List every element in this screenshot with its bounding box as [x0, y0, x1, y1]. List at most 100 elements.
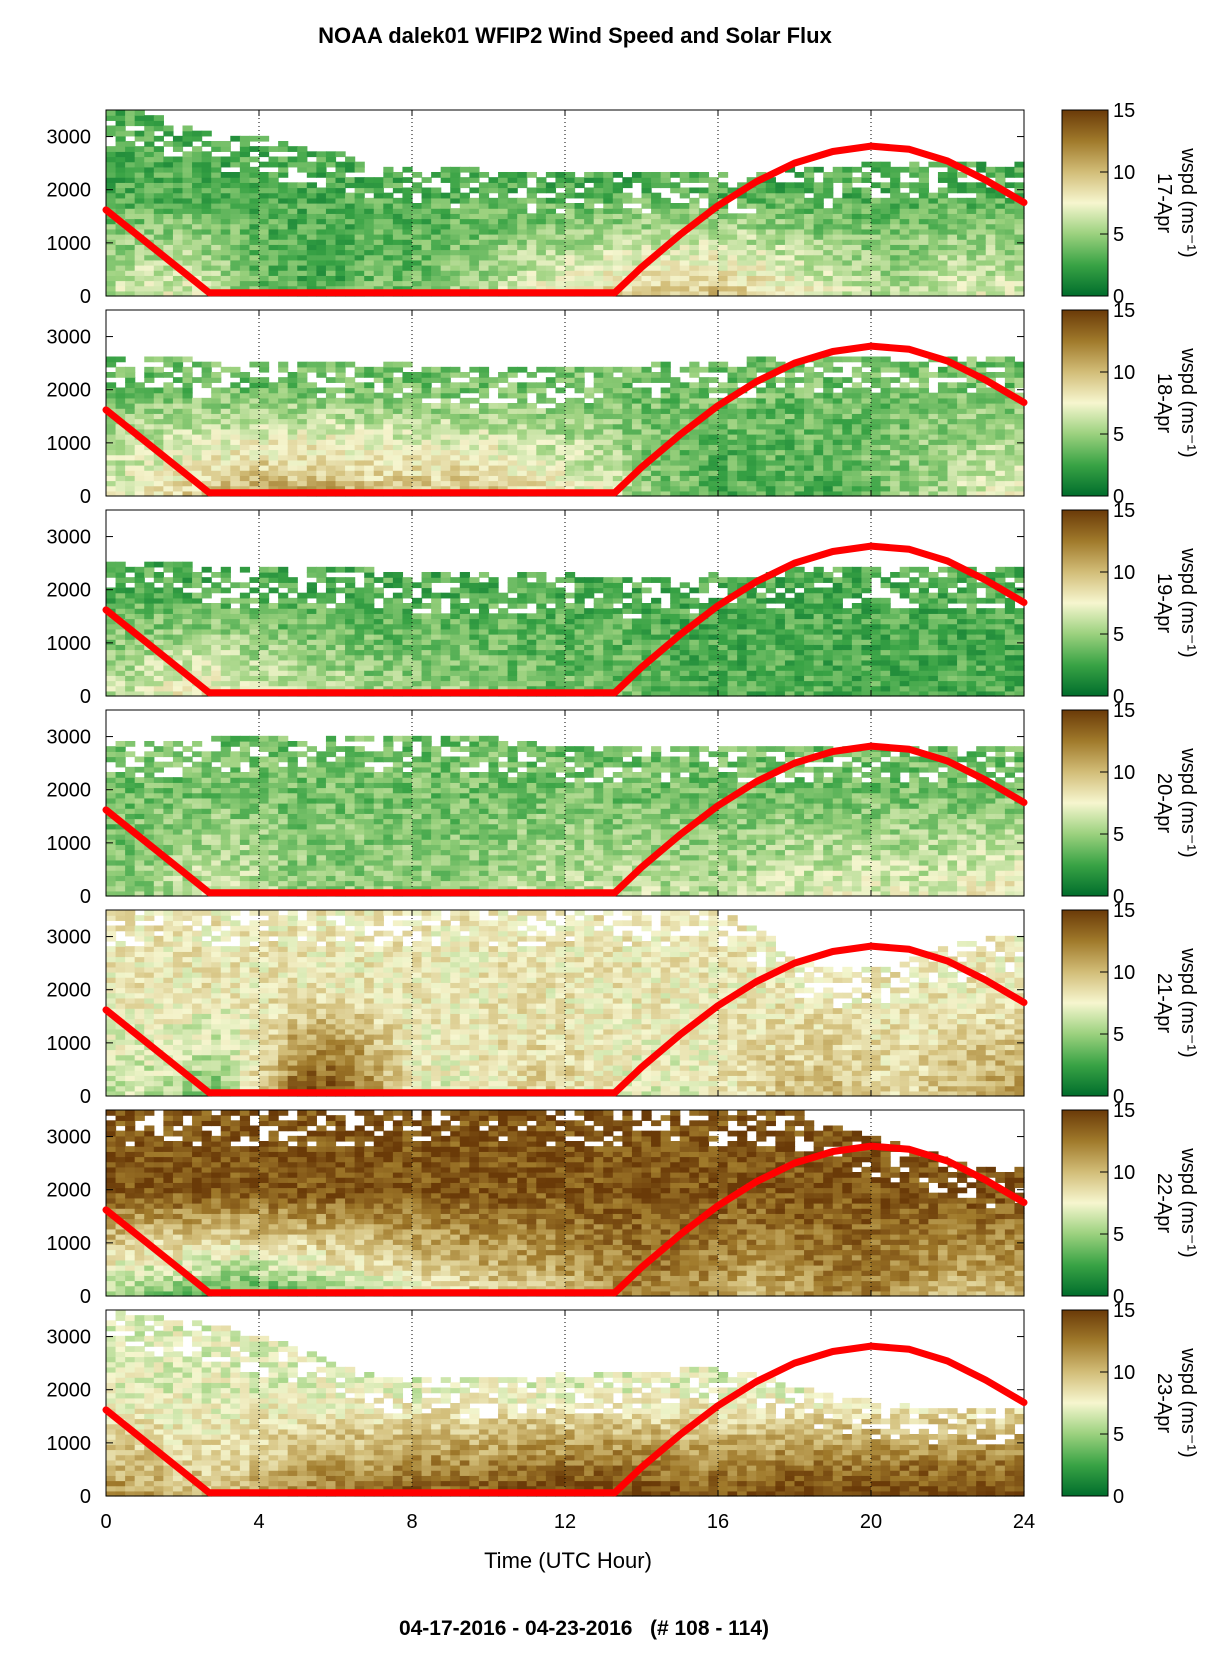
heatmap-cell	[153, 156, 164, 163]
heatmap-cell	[316, 249, 327, 256]
heatmap-cell	[851, 366, 863, 373]
heatmap-cell	[402, 459, 413, 466]
heatmap-cell	[364, 444, 375, 451]
heatmap-cell	[746, 192, 757, 199]
heatmap-cell	[498, 218, 509, 225]
heatmap-cell	[526, 239, 537, 245]
heatmap-cell	[670, 259, 681, 266]
heatmap-cell	[316, 285, 327, 292]
heatmap-cell	[297, 254, 308, 261]
heatmap-cell	[249, 254, 260, 261]
heatmap-cell	[153, 387, 164, 394]
heatmap-cell	[440, 213, 451, 220]
heatmap-cell	[976, 439, 987, 445]
colorbar-label-group: wspd (ms⁻¹)18-Apr	[1153, 347, 1199, 457]
heatmap-cell	[660, 203, 671, 209]
heatmap-cell	[918, 475, 929, 482]
heatmap-cell	[708, 439, 719, 445]
heatmap-cell	[459, 408, 470, 414]
heatmap-cell	[794, 397, 805, 404]
heatmap-cell	[134, 156, 145, 163]
heatmap-cell	[536, 475, 547, 482]
heatmap-cell	[708, 213, 719, 220]
heatmap-cell	[345, 275, 356, 282]
heatmap-cell	[670, 465, 681, 471]
heatmap-cell	[421, 285, 432, 292]
heatmap-cell	[603, 434, 614, 440]
heatmap-cell	[163, 361, 174, 368]
heatmap-cell	[211, 187, 222, 194]
heatmap-cell	[928, 418, 939, 425]
heatmap-cell	[192, 449, 203, 456]
heatmap-cell	[517, 439, 528, 445]
heatmap-cell	[890, 228, 901, 235]
heatmap-cell	[727, 485, 738, 492]
heatmap-cell	[1004, 475, 1016, 482]
heatmap-cell	[192, 459, 203, 466]
heatmap-cell	[660, 470, 671, 476]
heatmap-cell	[498, 265, 509, 271]
heatmap-cell	[249, 377, 260, 383]
heatmap-cell	[469, 465, 480, 471]
heatmap-cell	[115, 259, 126, 266]
heatmap-cell	[651, 182, 662, 189]
heatmap-cell	[851, 397, 863, 404]
heatmap-cell	[297, 366, 308, 373]
heatmap-cell	[909, 392, 920, 399]
heatmap-cell	[211, 413, 222, 420]
heatmap-cell	[316, 192, 327, 199]
heatmap-cell	[737, 290, 748, 297]
heatmap-cell	[450, 465, 461, 471]
heatmap-cell	[421, 470, 432, 476]
heatmap-cell	[153, 270, 164, 276]
heatmap-cell	[134, 120, 145, 127]
heatmap-cell	[918, 290, 929, 297]
heatmap-cell	[784, 490, 796, 497]
heatmap-cell	[689, 449, 700, 456]
heatmap-cell	[565, 249, 576, 256]
heatmap-cell	[278, 197, 289, 204]
heatmap-cell	[794, 172, 805, 178]
heatmap-cell	[192, 285, 203, 292]
heatmap-cell	[842, 213, 853, 220]
heatmap-cell	[622, 244, 633, 251]
heatmap-cell	[172, 156, 184, 163]
heatmap-cell	[230, 428, 241, 435]
heatmap-cell	[192, 161, 203, 168]
heatmap-cell	[182, 572, 193, 578]
heatmap-cell	[268, 480, 279, 487]
heatmap-cell	[660, 366, 671, 373]
heatmap-cell	[641, 377, 652, 383]
heatmap-cell	[660, 372, 671, 378]
heatmap-cell	[565, 239, 576, 245]
heatmap-cell	[287, 465, 298, 471]
heatmap-cell	[536, 218, 547, 225]
heatmap-cell	[976, 449, 987, 456]
heatmap-cell	[966, 485, 977, 492]
heatmap-cell	[144, 613, 155, 620]
heatmap-cell	[373, 428, 384, 435]
heatmap-cell	[259, 459, 270, 466]
heatmap-cell	[220, 182, 231, 189]
heatmap-cell	[373, 444, 384, 451]
heatmap-cell	[937, 208, 949, 214]
heatmap-cell	[325, 228, 337, 235]
heatmap-cell	[631, 449, 643, 456]
heatmap-cell	[890, 439, 901, 445]
heatmap-cell	[937, 408, 949, 414]
heatmap-cell	[928, 465, 939, 471]
heatmap-cell	[421, 270, 432, 276]
heatmap-cell	[555, 444, 566, 451]
heatmap-cell	[957, 449, 968, 456]
heatmap-cell	[957, 403, 968, 409]
heatmap-cell	[201, 480, 212, 487]
heatmap-cell	[794, 470, 805, 476]
heatmap-cell	[306, 444, 317, 451]
heatmap-cell	[106, 177, 117, 183]
heatmap-cell	[316, 213, 327, 220]
heatmap-cell	[708, 470, 719, 476]
heatmap-cell	[115, 403, 126, 409]
heatmap-cell	[957, 208, 968, 214]
heatmap-cell	[756, 265, 767, 271]
heatmap-cell	[392, 377, 404, 383]
